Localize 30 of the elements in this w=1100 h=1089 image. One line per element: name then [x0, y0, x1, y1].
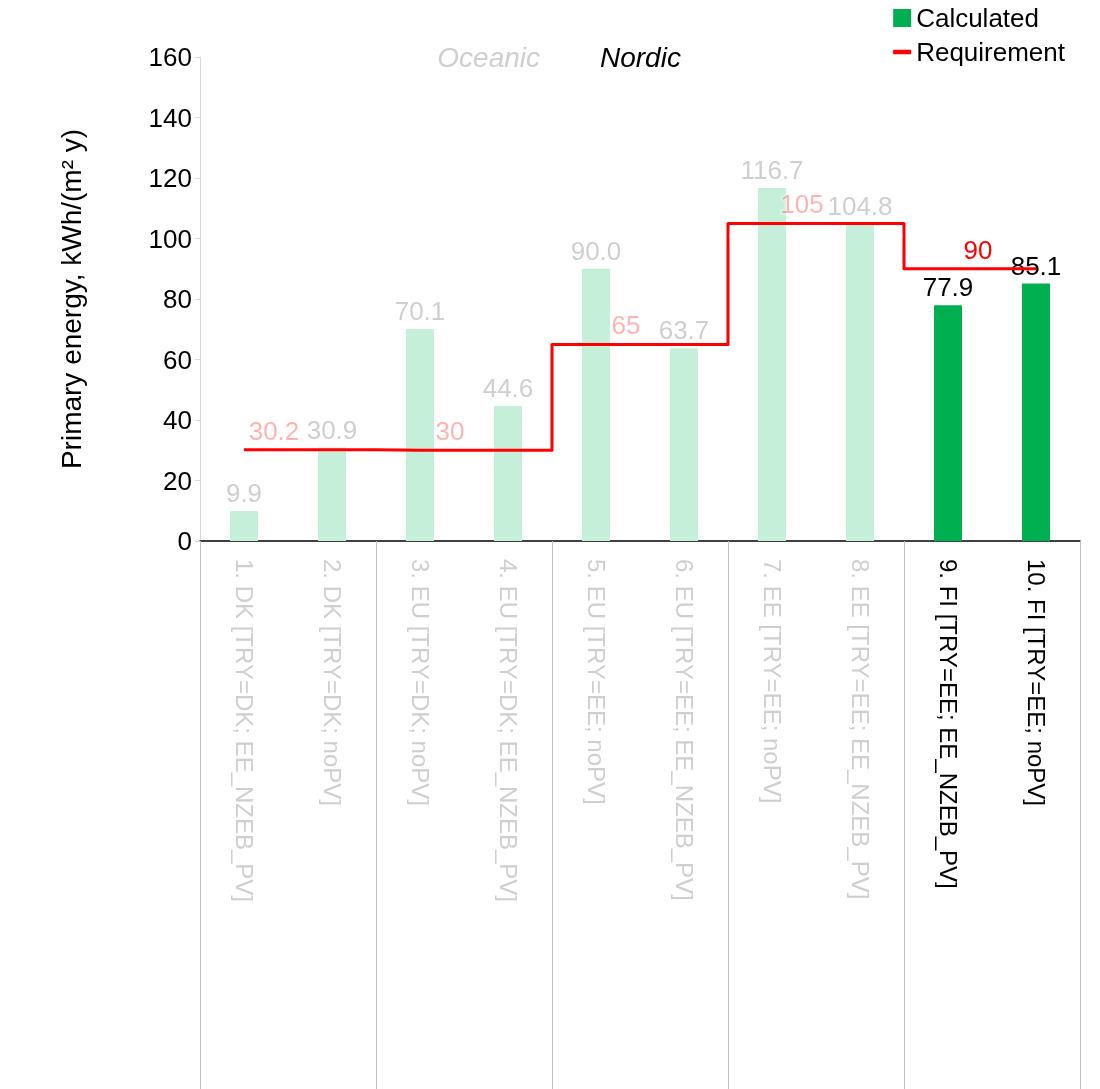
- bar: [1022, 283, 1050, 541]
- legend-label: Requirement: [916, 37, 1066, 67]
- y-tick-label: 160: [148, 42, 192, 72]
- data-label: 30: [435, 416, 465, 447]
- bar: [494, 406, 522, 541]
- x-tick-label: 9. FI [TRY=EE; EE_NZEB_PV]: [934, 559, 962, 889]
- y-tick-label: 100: [148, 223, 192, 254]
- data-label: 77.9: [922, 272, 974, 303]
- bar: [934, 305, 962, 541]
- data-label: 30.2: [248, 415, 300, 446]
- y-tick-label: 80: [163, 284, 192, 314]
- bar: [670, 348, 698, 541]
- y-tick-label: 60: [163, 344, 192, 375]
- y-tick-label: 120: [148, 163, 192, 193]
- data-label: 85.1: [1010, 250, 1062, 281]
- y-tick-label: 40: [163, 405, 192, 435]
- legend-label: Calculated: [916, 3, 1040, 33]
- bar: [230, 511, 258, 541]
- annotation: Nordic: [600, 41, 681, 73]
- data-label: 105: [780, 189, 824, 220]
- y-axis-title: Primary energy, kWh/(m² y): [55, 128, 87, 470]
- y-tick-label: 20: [163, 465, 192, 496]
- bar: [846, 223, 874, 541]
- y-tick-label: 0: [177, 526, 192, 556]
- data-label: 65: [611, 310, 641, 341]
- y-tick-label: 140: [148, 102, 192, 133]
- bar: [582, 268, 610, 541]
- data-label: 90: [963, 234, 993, 265]
- bar: [406, 328, 434, 541]
- x-tick-label: 10. FI [TRY=EE; noPV]: [1022, 559, 1050, 807]
